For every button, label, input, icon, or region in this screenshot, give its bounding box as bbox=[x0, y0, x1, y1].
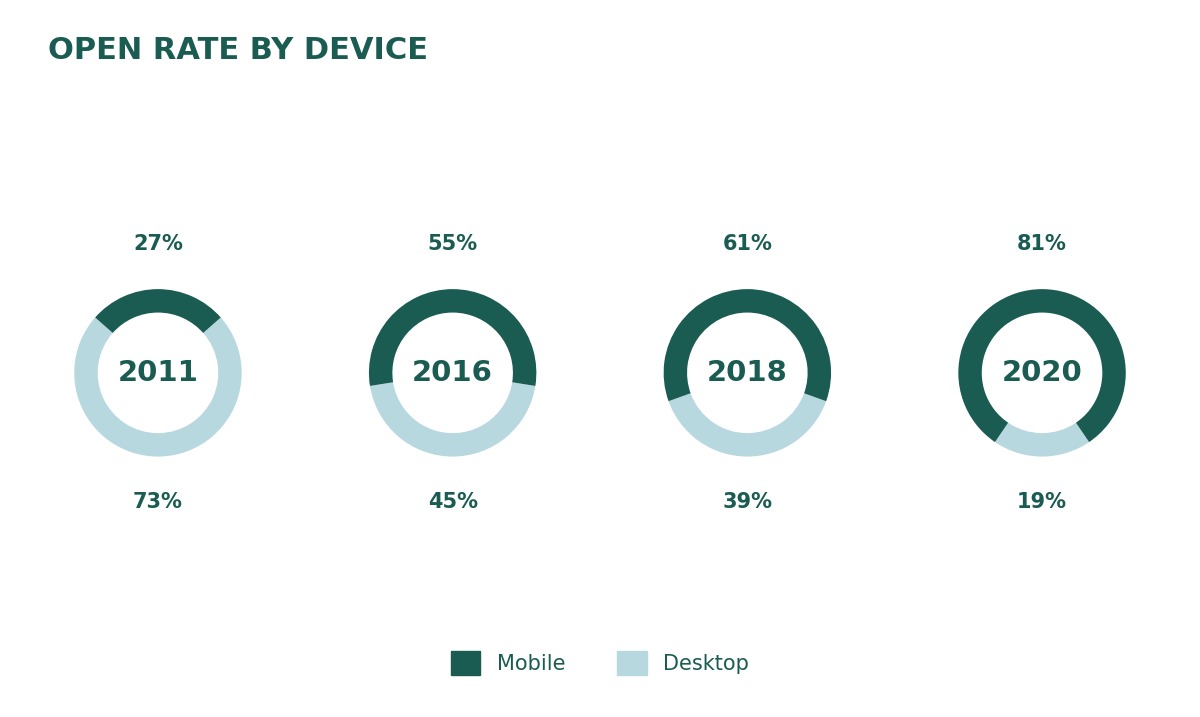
Wedge shape bbox=[370, 382, 535, 457]
Text: 55%: 55% bbox=[427, 234, 478, 254]
Text: 61%: 61% bbox=[722, 234, 773, 254]
Text: 2011: 2011 bbox=[118, 358, 198, 387]
Text: 19%: 19% bbox=[1018, 492, 1067, 512]
Wedge shape bbox=[368, 289, 536, 386]
Text: 81%: 81% bbox=[1018, 234, 1067, 254]
Text: 45%: 45% bbox=[427, 492, 478, 512]
Wedge shape bbox=[95, 289, 221, 333]
Text: 27%: 27% bbox=[133, 234, 182, 254]
Text: 2018: 2018 bbox=[707, 358, 787, 387]
Text: 2020: 2020 bbox=[1002, 358, 1082, 387]
Wedge shape bbox=[995, 423, 1090, 457]
Text: OPEN RATE BY DEVICE: OPEN RATE BY DEVICE bbox=[48, 36, 428, 65]
Text: 73%: 73% bbox=[133, 492, 182, 512]
Wedge shape bbox=[664, 289, 832, 402]
Legend: Mobile, Desktop: Mobile, Desktop bbox=[440, 640, 760, 685]
Wedge shape bbox=[668, 393, 826, 457]
Text: 39%: 39% bbox=[722, 492, 773, 512]
Wedge shape bbox=[74, 318, 241, 457]
Text: 2016: 2016 bbox=[413, 358, 493, 387]
Wedge shape bbox=[959, 289, 1126, 442]
